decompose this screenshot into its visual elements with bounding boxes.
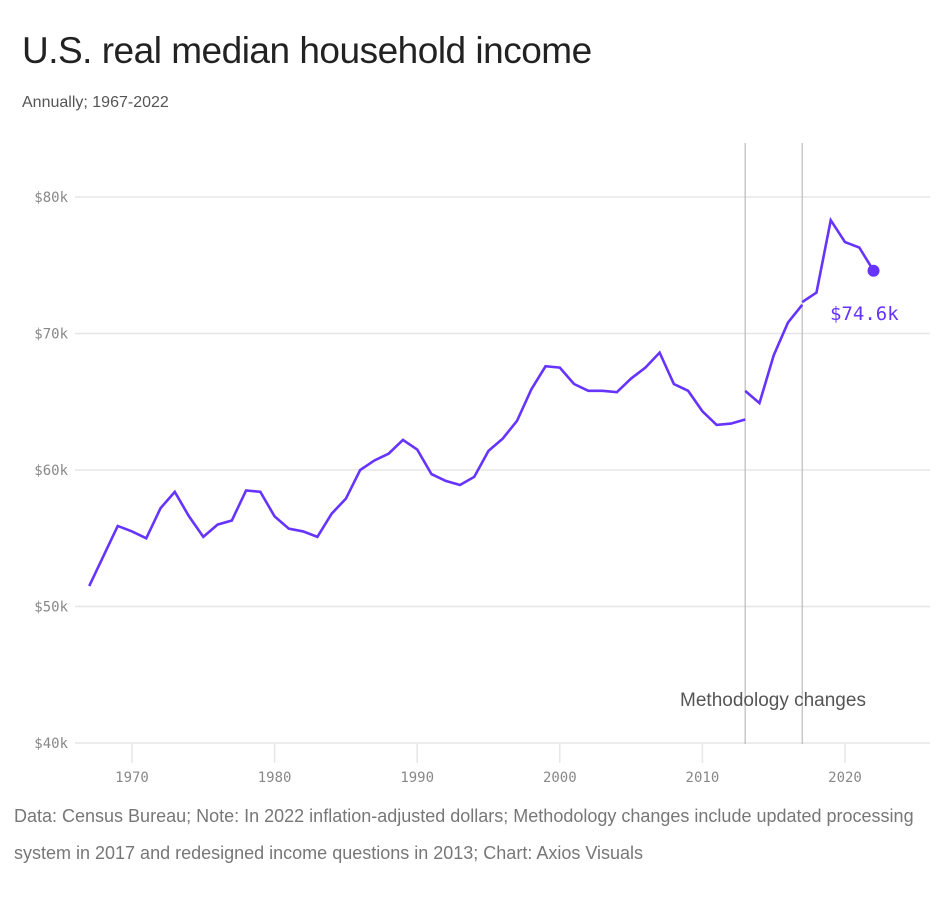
chart-subtitle: Annually; 1967-2022 bbox=[22, 94, 169, 111]
series-lines bbox=[88, 216, 875, 587]
x-axis: 1970 1980 1990 2000 2010 2020 bbox=[115, 770, 862, 786]
x-tick-label: 1970 bbox=[115, 770, 149, 786]
end-value-label: $74.6k bbox=[830, 303, 899, 325]
methodology-annotation: Methodology changes bbox=[680, 690, 866, 711]
income-line bbox=[88, 350, 746, 587]
gridlines bbox=[75, 196, 930, 763]
x-tick-label: 1980 bbox=[258, 770, 292, 786]
source-note: Data: Census Bureau; Note: In 2022 infla… bbox=[14, 806, 914, 863]
end-point-marker bbox=[867, 264, 880, 277]
income-line bbox=[744, 304, 804, 406]
y-tick-label: $60k bbox=[34, 463, 68, 479]
x-tick-label: 2000 bbox=[543, 770, 577, 786]
x-tick-label: 2020 bbox=[828, 770, 862, 786]
x-tick-label: 2010 bbox=[686, 770, 720, 786]
y-tick-label: $70k bbox=[34, 327, 68, 343]
y-tick-label: $80k bbox=[34, 190, 68, 206]
reference-lines bbox=[744, 143, 803, 744]
income-line bbox=[801, 216, 875, 304]
chart-title: U.S. real median household income bbox=[22, 30, 592, 71]
y-tick-label: $50k bbox=[34, 600, 68, 616]
x-tick-label: 1990 bbox=[400, 770, 434, 786]
y-tick-label: $40k bbox=[34, 736, 68, 752]
y-axis: $40k $50k $60k $70k $80k bbox=[34, 190, 68, 752]
